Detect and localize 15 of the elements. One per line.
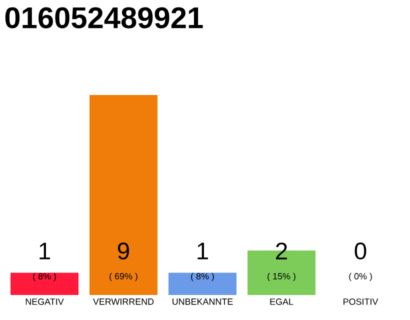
x-tick-label: EGAL: [270, 298, 294, 305]
annotation: ( 15% ): [268, 272, 296, 282]
x-tick-label: NEGATIV: [26, 298, 64, 305]
data-label: 9: [118, 242, 130, 260]
x-tick-label: UNBEKANNTE: [172, 298, 233, 305]
annotation: ( 8% ): [33, 272, 56, 282]
data-label: 0: [354, 242, 366, 260]
x-tick-label: VERWIRREND: [92, 298, 154, 305]
x-tick-label: POSITIV: [344, 298, 378, 305]
chart-title: 016052489921: [5, 7, 203, 28]
annotation: ( 8% ): [191, 272, 214, 282]
data-label: 1: [40, 242, 50, 260]
data-label: 1: [198, 242, 208, 260]
annotation: ( 0% ): [349, 272, 372, 282]
annotation: ( 69% ): [110, 272, 138, 282]
